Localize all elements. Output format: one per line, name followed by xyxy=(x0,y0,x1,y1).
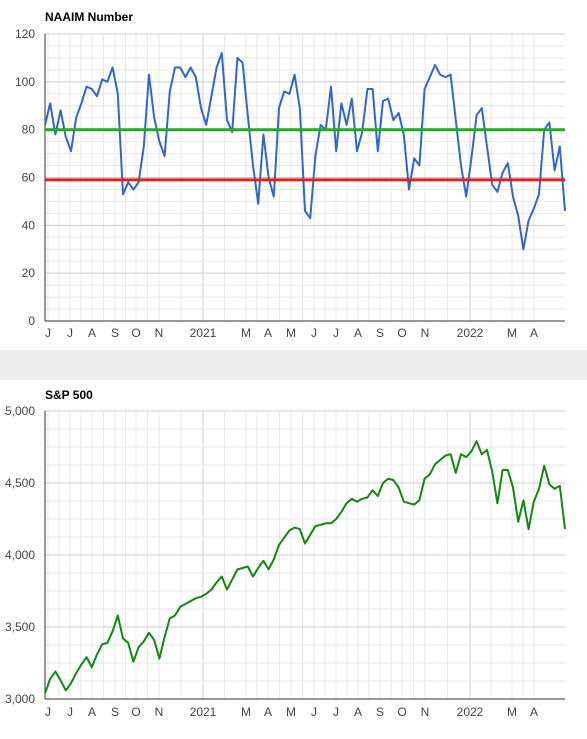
x-tick-label: J xyxy=(67,705,73,719)
x-tick-label: 2021 xyxy=(190,326,217,340)
chart-title: S&P 500 xyxy=(45,388,93,402)
y-tick-label: 3,000 xyxy=(5,692,35,706)
y-tick-label: 40 xyxy=(22,218,36,232)
x-tick-label: J xyxy=(311,705,317,719)
x-tick-label: S xyxy=(376,326,384,340)
y-tick-label: 4,000 xyxy=(5,548,35,562)
x-tick-label: N xyxy=(155,705,164,719)
x-tick-label: 2022 xyxy=(457,705,484,719)
y-tick-label: 3,500 xyxy=(5,620,35,634)
series-line xyxy=(44,52,566,251)
chart-separator xyxy=(0,350,587,380)
x-tick-label: M xyxy=(286,705,296,719)
naaim-chart-panel: 0 20 40 60 80 100 120 J J A S O N 2021 M A M J J A S O N 2022 M A… xyxy=(0,0,587,350)
x-tick-label: J xyxy=(333,326,339,340)
x-tick-label: O xyxy=(397,326,406,340)
x-tick-label: A xyxy=(530,705,538,719)
x-tick-label: N xyxy=(155,326,164,340)
x-tick-label: M xyxy=(507,326,517,340)
y-tick-label: 80 xyxy=(22,123,36,137)
x-tick-label: J xyxy=(45,705,51,719)
chart-title: NAAIM Number xyxy=(45,10,133,24)
x-tick-label: 2022 xyxy=(457,326,484,340)
x-tick-label: O xyxy=(131,326,140,340)
x-tick-label: J xyxy=(67,326,73,340)
y-tick-label: 120 xyxy=(15,27,35,41)
y-tick-label: 5,000 xyxy=(5,404,35,418)
x-tick-label: J xyxy=(311,326,317,340)
x-tick-label: M xyxy=(241,705,251,719)
x-tick-label: M xyxy=(507,705,517,719)
x-tick-label: A xyxy=(354,326,362,340)
x-tick-label: N xyxy=(421,326,430,340)
x-tick-label: S xyxy=(111,326,119,340)
x-tick-label: M xyxy=(241,326,251,340)
x-tick-label: S xyxy=(376,705,384,719)
x-tick-label: S xyxy=(111,705,119,719)
y-tick-label: 0 xyxy=(28,314,35,328)
x-tick-label: A xyxy=(264,705,272,719)
x-tick-label: A xyxy=(530,326,538,340)
series-line xyxy=(44,440,566,694)
x-tick-label: A xyxy=(88,705,96,719)
x-tick-label: N xyxy=(421,705,430,719)
y-tick-label: 100 xyxy=(15,75,35,89)
x-tick-label: O xyxy=(131,705,140,719)
sp500-chart-panel: 3,000 3,500 4,000 4,500 5,000 J J A S O N 2021 M A M J J… xyxy=(0,380,587,739)
x-tick-label: A xyxy=(88,326,96,340)
y-tick-label: 60 xyxy=(22,171,36,185)
x-tick-label: O xyxy=(397,705,406,719)
y-tick-label: 4,500 xyxy=(5,476,35,490)
x-tick-label: A xyxy=(354,705,362,719)
x-tick-label: J xyxy=(333,705,339,719)
x-tick-label: M xyxy=(286,326,296,340)
y-tick-label: 20 xyxy=(22,266,36,280)
x-tick-label: 2021 xyxy=(190,705,217,719)
x-tick-label: J xyxy=(45,326,51,340)
x-tick-label: A xyxy=(264,326,272,340)
